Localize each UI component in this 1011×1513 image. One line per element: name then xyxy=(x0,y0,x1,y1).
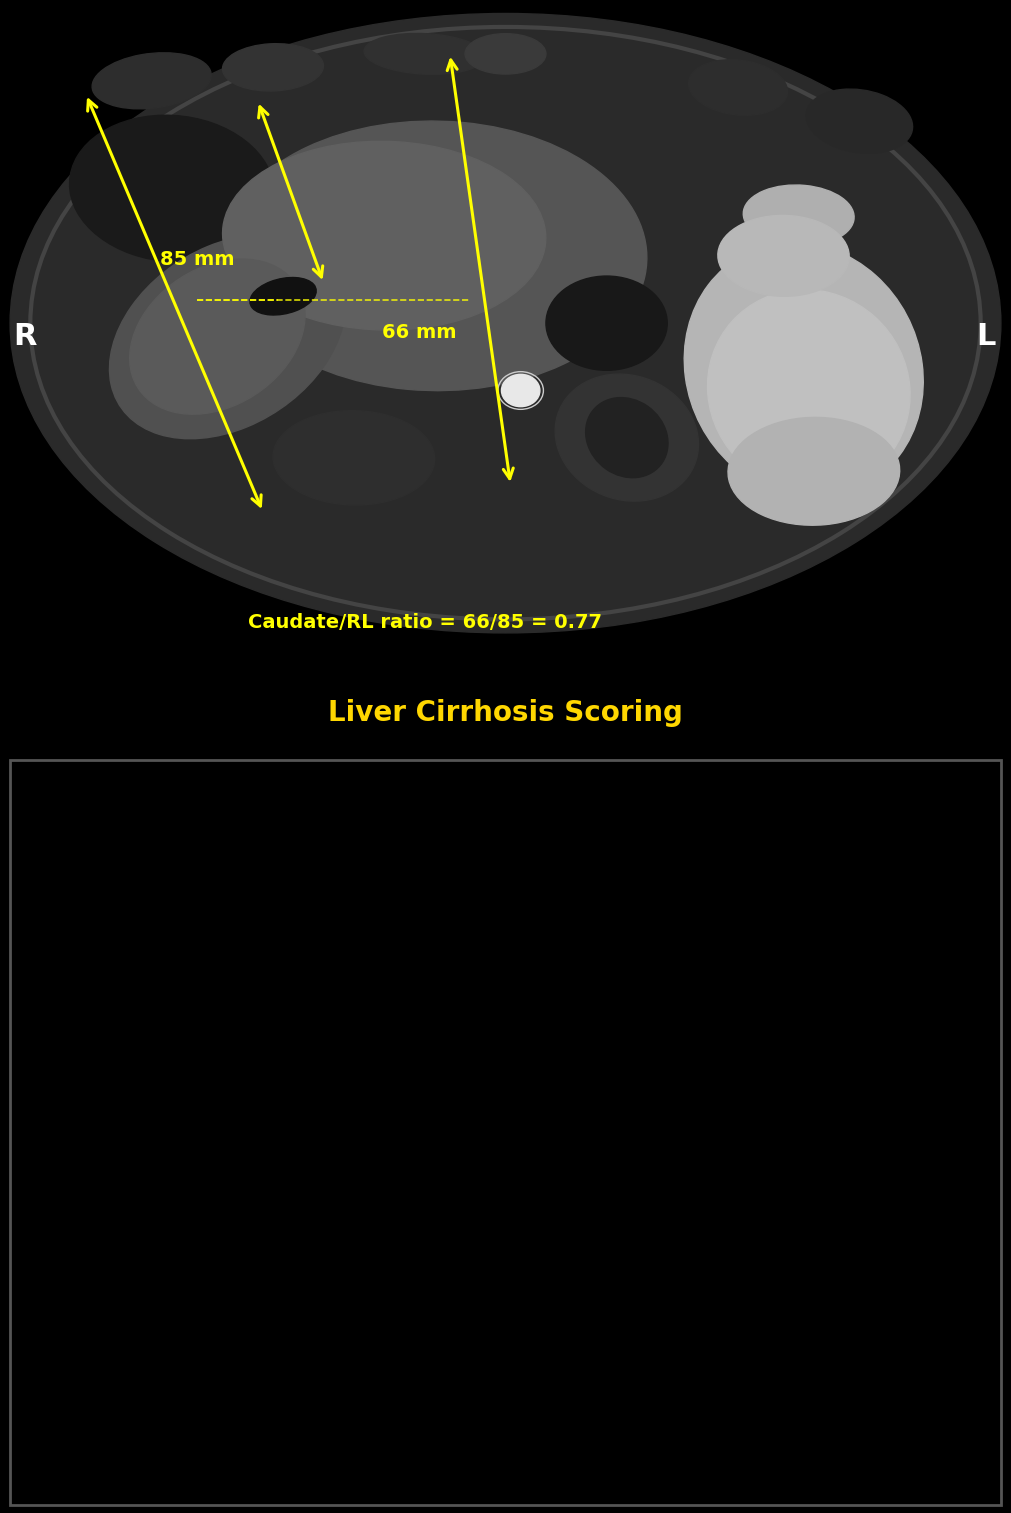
Text: 85 mm: 85 mm xyxy=(160,250,235,269)
Text: Caudate-Right Lobe Ratio > 0.8: Caudate-Right Lobe Ratio > 0.8 xyxy=(154,1151,514,1171)
Ellipse shape xyxy=(728,418,900,525)
Ellipse shape xyxy=(364,33,485,74)
Ellipse shape xyxy=(222,44,324,91)
Ellipse shape xyxy=(222,141,546,330)
Ellipse shape xyxy=(10,14,1001,632)
Text: Step 4): Step 4) xyxy=(40,1407,131,1427)
Ellipse shape xyxy=(222,121,647,390)
Text: Liver Surface Nodularity (Must be present): Liver Surface Nodularity (Must be presen… xyxy=(154,802,635,822)
Text: Add 3 points: Add 3 points xyxy=(733,1151,872,1171)
Text: Caudate/RL ratio = 66/85 = 0.77: Caudate/RL ratio = 66/85 = 0.77 xyxy=(248,613,602,632)
Text: Calculate total score (Range 1-6 points): Calculate total score (Range 1-6 points) xyxy=(154,1407,604,1427)
Text: 66 mm: 66 mm xyxy=(382,324,457,342)
Ellipse shape xyxy=(585,398,668,478)
Text: (largest dimension): (largest dimension) xyxy=(371,1289,552,1307)
Text: Step 2): Step 2) xyxy=(40,1151,131,1171)
Ellipse shape xyxy=(70,115,274,262)
Text: L: L xyxy=(976,322,996,351)
Text: 1 point: 1 point xyxy=(733,890,806,909)
Text: Step 1): Step 1) xyxy=(40,802,131,822)
Ellipse shape xyxy=(465,33,546,74)
Text: Liver Cirrhosis Scoring: Liver Cirrhosis Scoring xyxy=(328,699,683,726)
Ellipse shape xyxy=(109,235,346,439)
Ellipse shape xyxy=(129,259,305,415)
Text: Definite/Moderate nodularity: Definite/Moderate nodularity xyxy=(157,965,457,985)
Ellipse shape xyxy=(551,44,662,91)
Text: 3 points: 3 points xyxy=(733,1041,817,1061)
Ellipse shape xyxy=(273,410,435,505)
Ellipse shape xyxy=(743,185,854,247)
Ellipse shape xyxy=(501,374,540,407)
Ellipse shape xyxy=(92,53,211,109)
Ellipse shape xyxy=(718,215,849,297)
Ellipse shape xyxy=(708,289,910,492)
Text: Subtle/ Mild nodularity: Subtle/ Mild nodularity xyxy=(157,890,392,909)
Ellipse shape xyxy=(555,374,699,501)
Ellipse shape xyxy=(806,89,913,153)
Ellipse shape xyxy=(688,59,788,115)
Text: R: R xyxy=(13,322,37,351)
Ellipse shape xyxy=(684,242,923,498)
Text: Step 3): Step 3) xyxy=(40,1289,131,1309)
Text: (See above): (See above) xyxy=(350,1219,459,1238)
Ellipse shape xyxy=(250,277,316,315)
Ellipse shape xyxy=(546,275,667,371)
Text: 2 points: 2 points xyxy=(733,965,817,985)
Text: Frank/ Severe nodularity: Frank/ Severe nodularity xyxy=(157,1041,412,1061)
Text: Add 3 points: Add 3 points xyxy=(733,1289,872,1309)
Text: Spleen ≥ 18 cm: Spleen ≥ 18 cm xyxy=(154,1289,339,1309)
